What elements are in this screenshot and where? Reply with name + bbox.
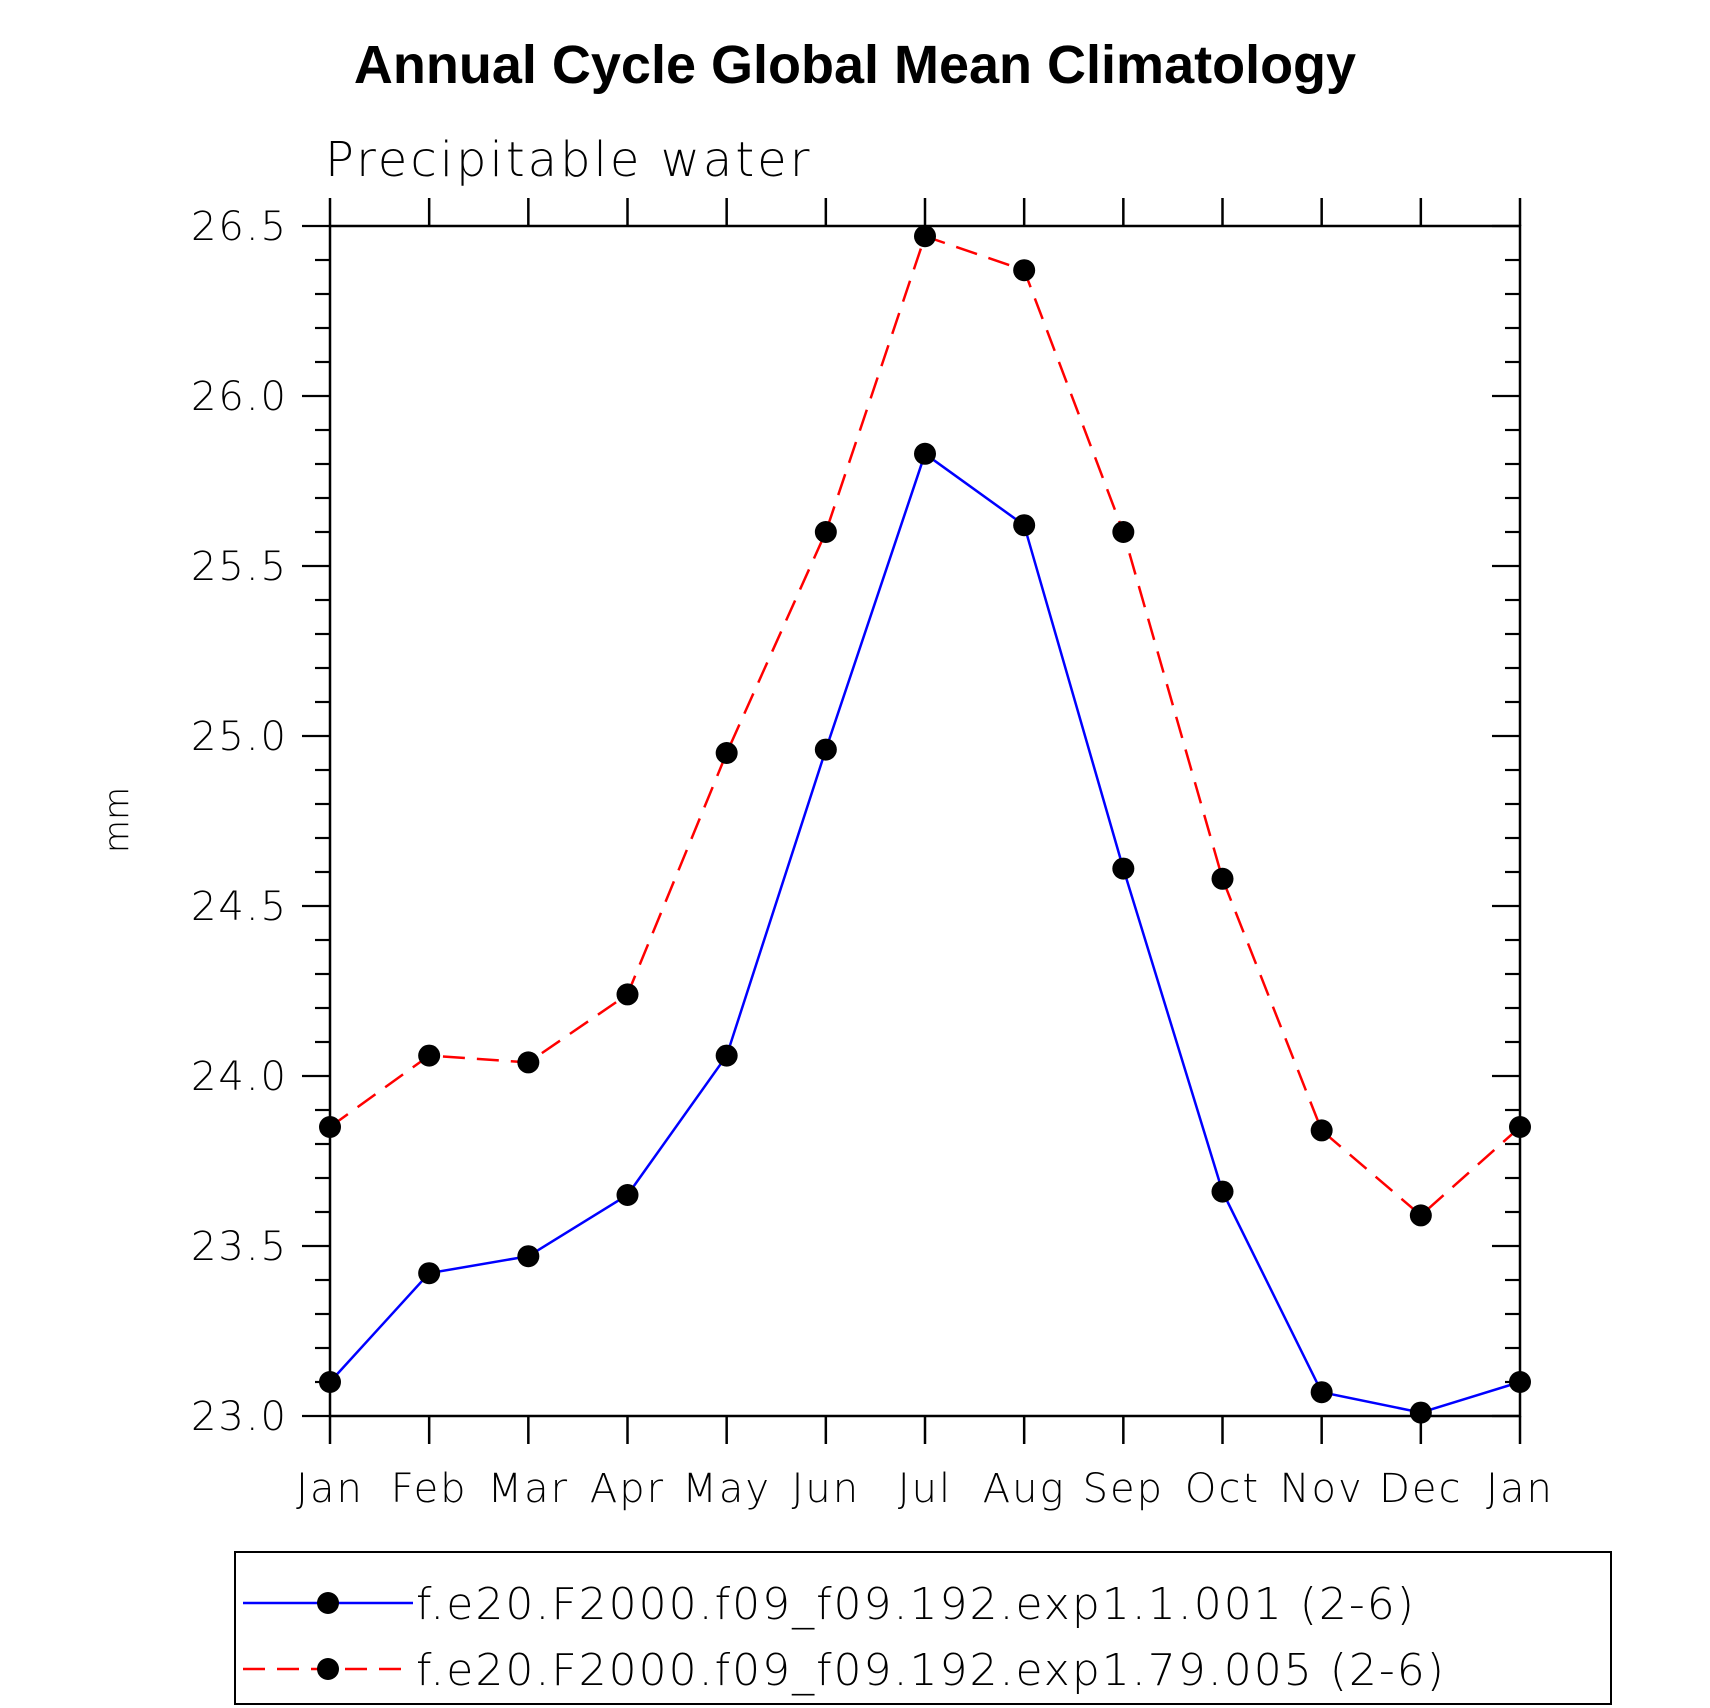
- x-tick-label: Apr: [590, 1466, 665, 1512]
- x-tick-label: Feb: [391, 1466, 468, 1512]
- x-tick-label: Jan: [296, 1466, 364, 1512]
- legend-box: [234, 1551, 1612, 1705]
- series-2-point: [814, 521, 837, 543]
- series-1-point: [1409, 1401, 1432, 1424]
- legend-label-2: f.e20.F2000.f09_f09.192.exp1.79.005 (2-6…: [416, 1645, 1446, 1696]
- x-tick-label: Jan: [1486, 1466, 1554, 1512]
- series-1-point: [1310, 1381, 1333, 1404]
- x-tick-label: Jul: [898, 1466, 952, 1512]
- series-2-point: [418, 1044, 441, 1067]
- y-axis-label: mm: [97, 787, 137, 853]
- x-tick-label: Aug: [983, 1466, 1066, 1512]
- series-2-point: [1409, 1204, 1432, 1227]
- x-tick-label: May: [682, 1466, 771, 1512]
- y-tick-label: 24.0: [191, 1054, 288, 1100]
- x-tick-label: Mar: [488, 1466, 569, 1512]
- y-tick-label: 23.0: [191, 1394, 288, 1440]
- x-tick-label: Dec: [1379, 1466, 1462, 1512]
- y-tick-label: 23.5: [191, 1224, 288, 1270]
- plot-frame: [328, 224, 1522, 1418]
- axis-ticks: [302, 198, 1522, 1444]
- y-tick-label: 26.5: [191, 204, 288, 250]
- chart-title: Annual Cycle Global Mean Climatology: [354, 35, 1356, 95]
- legend-label-1: f.e20.F2000.f09_f09.192.exp1.1.001 (2-6): [416, 1579, 1416, 1630]
- legend: f.e20.F2000.f09_f09.192.exp1.1.001 (2-6)…: [234, 1551, 1612, 1705]
- series-2-point: [517, 1051, 540, 1074]
- series-line-1: [329, 451, 1521, 1414]
- series-2-point: [616, 983, 639, 1006]
- y-tick-labels: 23.0 23.5 24.0 24.5 25.0 25.5 26.0 26.5: [191, 204, 288, 1440]
- series-line-2: [329, 234, 1521, 1218]
- x-tick-labels: Jan Feb Mar Apr May Jun Jul Aug Sep Oct Nov Dec Jan: [296, 1466, 1554, 1512]
- series-2-point: [1112, 521, 1135, 543]
- chart-subtitle: Precipitable water: [325, 132, 812, 188]
- series-2-point: [914, 225, 936, 248]
- series-2-point: [1211, 867, 1234, 890]
- series-1-point: [1013, 514, 1036, 537]
- series-1-point: [1112, 857, 1135, 880]
- series-layer: [319, 225, 1531, 1424]
- x-tick-label: Nov: [1280, 1466, 1364, 1512]
- series-2-point: [715, 742, 738, 764]
- y-tick-label: 24.5: [191, 884, 288, 930]
- legend-marker-2: [317, 1658, 339, 1680]
- x-tick-label: Sep: [1083, 1466, 1164, 1512]
- series-1-point: [914, 442, 936, 465]
- series-1-point: [616, 1184, 639, 1206]
- y-tick-label: 25.5: [191, 544, 288, 590]
- series-1-point: [814, 738, 837, 761]
- series-1-point: [1211, 1180, 1234, 1203]
- series-1-point: [517, 1245, 540, 1268]
- series-2-point: [1310, 1119, 1333, 1142]
- y-tick-label: 25.0: [191, 714, 288, 760]
- legend-items: f.e20.F2000.f09_f09.192.exp1.1.001 (2-6)…: [243, 1579, 1446, 1696]
- series-2-point: [1013, 259, 1036, 282]
- x-tick-label: Oct: [1185, 1466, 1260, 1512]
- x-tick-label: Jun: [792, 1466, 861, 1512]
- y-tick-label: 26.0: [191, 374, 288, 420]
- series-1-point: [418, 1262, 441, 1285]
- series-1-point: [715, 1044, 738, 1067]
- legend-marker-1: [317, 1592, 339, 1614]
